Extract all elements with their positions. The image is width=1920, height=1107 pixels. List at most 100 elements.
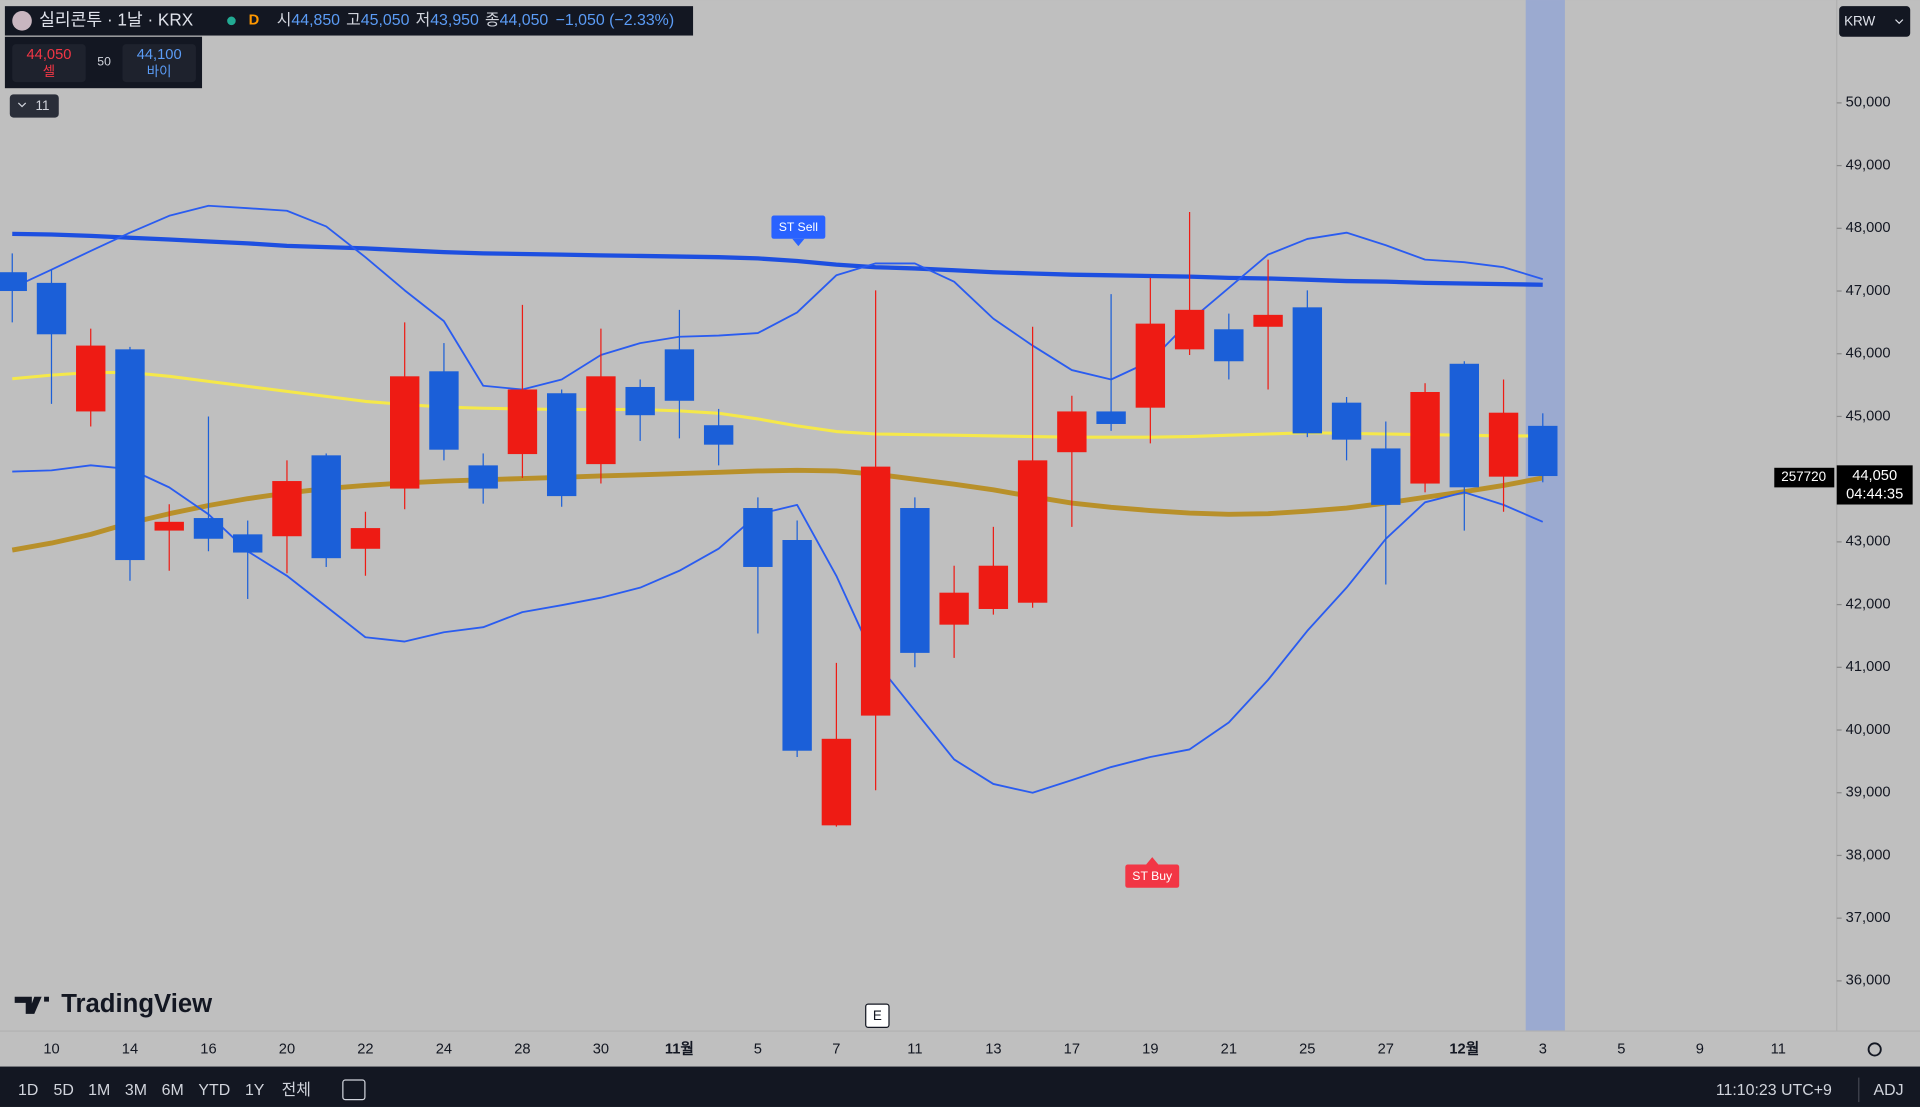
candle-body [468, 465, 498, 489]
x-tick-label: 21 [1221, 1041, 1237, 1057]
logo[interactable]: TradingView [61, 990, 213, 1018]
ohlc-value: 43,950 [430, 12, 479, 29]
x-tick-label: 30 [593, 1041, 609, 1057]
ohlc-values: 시44,850 고45,050 저43,950 종44,050 −1,050 (−2.3… [277, 11, 674, 29]
x-tick-label: 17 [1064, 1041, 1080, 1057]
indicator-line [12, 370, 1543, 439]
x-tick-label: 3 [1539, 1041, 1547, 1057]
candle-body [743, 508, 773, 567]
legend-box [4, 6, 694, 36]
volume-tag-box [1774, 467, 1835, 488]
y-tick-label: 47,000 [1846, 283, 1891, 299]
indicators-count: 11 [36, 98, 50, 113]
candle-body [429, 371, 459, 450]
range-button[interactable]: 1Y [245, 1082, 265, 1099]
x-tick-label: 5 [754, 1041, 762, 1057]
candle-body [272, 481, 302, 537]
y-tick-label: 46,000 [1846, 346, 1891, 362]
x-tick-label: 10 [43, 1041, 59, 1057]
y-tick-label: 50,000 [1846, 95, 1891, 111]
interval-badge: D [249, 13, 260, 29]
x-tick-label: 9 [1696, 1041, 1704, 1057]
candle-body [1135, 323, 1166, 408]
candle-body [860, 466, 891, 716]
ohlc-label: 종 [485, 12, 500, 29]
buy-label: 바이 [147, 64, 172, 79]
x-tick-label: 22 [357, 1041, 373, 1057]
signal-label: ST Sell [779, 220, 818, 234]
ohlc-label: 고 [346, 12, 361, 29]
candle-body [1528, 425, 1558, 477]
indicators-toggle[interactable] [9, 94, 59, 118]
signal-label-box [1125, 864, 1180, 888]
candle-body [115, 349, 145, 561]
footer: 1D 5D 1M 3M 6M YTD 1Y 전체 [18, 1081, 311, 1099]
change: −1,050 (−2.33%) [556, 12, 675, 29]
indicator-line [12, 231, 1543, 287]
y-tick-label: 37,000 [1846, 910, 1891, 926]
x-tick-label: 27 [1378, 1041, 1394, 1057]
sell-price: 44,050 [27, 47, 72, 63]
candle-body [782, 539, 812, 751]
candle-body [939, 592, 969, 625]
buy-button[interactable] [122, 44, 196, 83]
y-tick-label: 48,000 [1846, 220, 1891, 236]
candle-body [0, 272, 27, 292]
x-tick-label: 11 [907, 1041, 922, 1057]
range-button[interactable]: 5D [54, 1082, 74, 1099]
adj-toggle[interactable]: ADJ [1873, 1082, 1903, 1099]
spread: 50 [97, 55, 111, 69]
candle-body [625, 386, 655, 416]
candle-body [76, 345, 106, 412]
candle-body [1096, 411, 1126, 424]
range-button[interactable]: 3M [125, 1082, 147, 1099]
x-tick-label: 28 [514, 1041, 530, 1057]
x-tick-label: 11월 [665, 1040, 694, 1057]
symbol[interactable]: 실리콘투 · 1날 · KRX [39, 9, 194, 29]
x-tick-label: 19 [1142, 1041, 1158, 1057]
y-tick-label: 38,000 [1846, 847, 1891, 863]
candle-body [1331, 402, 1362, 440]
range-button[interactable]: YTD [198, 1082, 230, 1099]
range-button[interactable]: 1M [88, 1082, 110, 1099]
y-tick-label: 42,000 [1846, 596, 1891, 612]
chevron-icon [17, 102, 27, 108]
signal-pointer [792, 238, 805, 247]
candle-body [978, 565, 1009, 609]
candle-body [703, 425, 734, 445]
candle-body [1371, 448, 1401, 505]
signal-label-box [771, 215, 826, 239]
sell-button[interactable] [12, 44, 86, 83]
calendar-icon[interactable] [342, 1079, 366, 1101]
settings-icon[interactable] [1867, 1042, 1882, 1057]
candle-body [1017, 460, 1048, 603]
buy-price: 44,100 [137, 47, 182, 63]
signal-pointer [1146, 857, 1159, 865]
price-tag-box [1836, 465, 1913, 505]
indicator-line [11, 204, 1544, 391]
indicator-line [11, 467, 1544, 553]
candle-body [154, 521, 184, 531]
candle-body [507, 389, 538, 455]
y-tick-label: 49,000 [1846, 157, 1891, 173]
x-tick-label: 14 [122, 1041, 138, 1057]
candle-body [1488, 412, 1519, 477]
currency-button[interactable] [1839, 6, 1911, 37]
ohlc-value: 45,050 [361, 12, 410, 29]
candle-body [1174, 309, 1205, 350]
range-button[interactable]: 6M [162, 1082, 184, 1099]
event-box[interactable] [865, 1003, 890, 1028]
range-button[interactable]: 전체 [282, 1081, 311, 1099]
last-price: 44,050 [1852, 468, 1897, 484]
ohlc-label: 저 [416, 11, 431, 29]
x-tick-label: 13 [985, 1041, 1001, 1057]
candle-body [1253, 314, 1283, 327]
event-marker: E [873, 1008, 882, 1023]
logo-icon [14, 996, 49, 1014]
x-tick-label: 25 [1299, 1041, 1315, 1057]
candle-body [390, 376, 420, 489]
candle-body [821, 738, 852, 826]
y-tick-label: 45,000 [1846, 408, 1891, 424]
range-button[interactable]: 1D [18, 1082, 38, 1099]
ohlc-value: 44,050 [500, 12, 549, 29]
